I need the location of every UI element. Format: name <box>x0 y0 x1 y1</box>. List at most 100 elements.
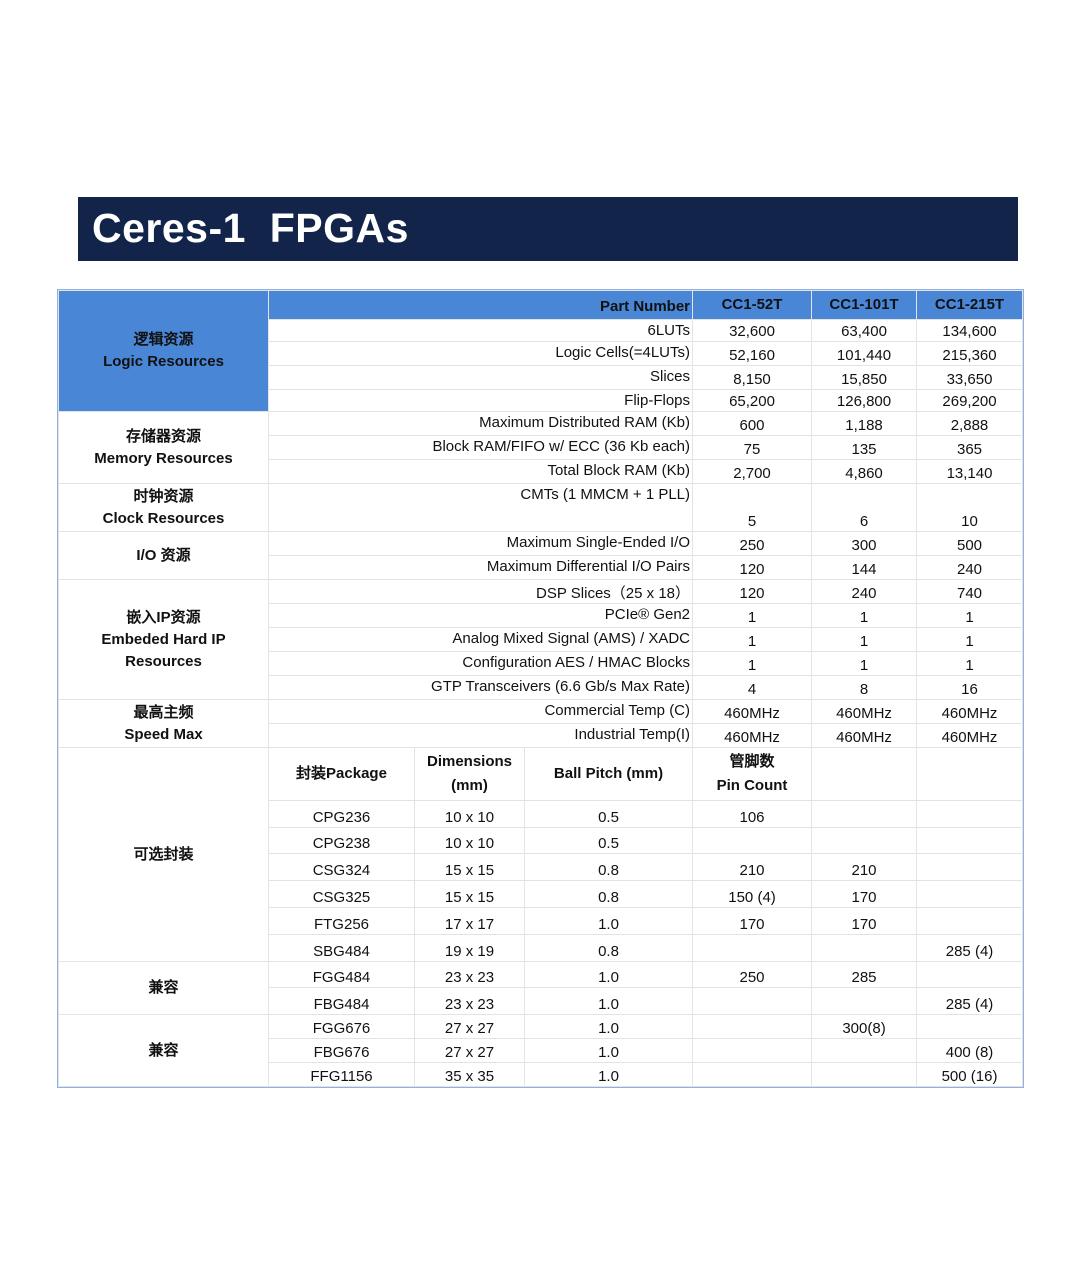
spec-value: 120 <box>692 579 813 604</box>
pin-count <box>916 1014 1024 1039</box>
package-row: FBG676 27 x 27 1.0 400 (8) <box>59 1038 1024 1063</box>
spec-value: 6 <box>811 483 918 532</box>
package-pitch: 0.8 <box>523 853 694 881</box>
package-pitch: 0.8 <box>523 934 694 962</box>
spec-value: 460MHz <box>692 699 813 724</box>
package-name: FGG676 <box>268 1014 415 1039</box>
spec-value: 365 <box>916 435 1024 460</box>
spec-label: Total Block RAM (Kb) <box>267 459 694 484</box>
group-label-line: 逻辑资源 <box>133 331 194 348</box>
spec-row: Logic Cells(=4LUTs) 52,160 101,440 215,360 <box>59 341 1024 366</box>
spec-value: 240 <box>811 579 918 604</box>
package-dimensions: 10 x 10 <box>414 827 525 854</box>
spec-value: 269,200 <box>916 389 1024 412</box>
pin-count: 170 <box>811 880 918 908</box>
part-cc1-101t: CC1-101T <box>811 290 918 320</box>
spec-value: 2,700 <box>692 459 813 484</box>
spec-value: 300 <box>811 531 918 556</box>
spec-value: 1 <box>811 651 918 676</box>
spec-label: Block RAM/FIFO w/ ECC (36 Kb each) <box>267 435 694 460</box>
group-label-line: Logic Resources <box>103 353 224 370</box>
package-row: 兼容 FGG676 27 x 27 1.0 300(8) <box>58 1014 1024 1087</box>
spec-label: Configuration AES / HMAC Blocks <box>267 651 694 676</box>
spec-value: 600 <box>692 411 813 436</box>
spec-value: 215,360 <box>916 341 1024 366</box>
package-row: FFG1156 35 x 35 1.0 500 (16) <box>59 1062 1024 1087</box>
group-label-line: 存储器资源 <box>125 427 201 445</box>
group-label-line: Memory Resources <box>94 449 233 467</box>
pin-count <box>692 987 813 1015</box>
group-label-line: 最高主频 <box>133 703 194 721</box>
spec-value: 5 <box>692 483 813 532</box>
pin-count <box>916 907 1024 935</box>
pin-count: 300(8) <box>811 1014 918 1039</box>
pin-count <box>811 987 918 1015</box>
pin-count <box>692 934 813 962</box>
pin-count: 170 <box>692 907 813 935</box>
spec-group: 时钟资源 Clock Resources <box>58 483 269 532</box>
pin-count: 210 <box>692 853 813 881</box>
package-pitch: 1.0 <box>523 1038 694 1063</box>
empty-cell <box>811 747 918 801</box>
pin-count: 285 (4) <box>916 934 1024 962</box>
spec-value: 101,440 <box>811 341 918 366</box>
header-row: 逻辑资源 Logic Resources Part Number CC1-52T CC1… <box>58 290 1024 412</box>
spec-label: PCIe® Gen2 <box>267 603 694 628</box>
spec-row: Total Block RAM (Kb) 2,700 4,860 13,140 <box>59 459 1024 484</box>
group-label-line: 时钟资源 <box>133 487 194 505</box>
pin-count <box>916 880 1024 908</box>
spec-value: 740 <box>916 579 1024 604</box>
group-label-line: Resources <box>125 652 202 670</box>
package-name: FTG256 <box>268 907 415 935</box>
pin-count <box>916 961 1024 988</box>
pin-count <box>811 827 918 854</box>
group-label-line: Dimensions <box>426 753 513 770</box>
spec-row: Block RAM/FIFO w/ ECC (36 Kb each) 75 135 3… <box>59 435 1024 460</box>
pin-count: 106 <box>692 800 813 828</box>
spec-value: 144 <box>811 555 918 580</box>
package-group: 兼容 <box>58 1014 269 1087</box>
package-name: FBG676 <box>268 1038 415 1063</box>
spec-row: Flip-Flops 65,200 126,800 269,200 <box>59 389 1024 412</box>
pin-count: 250 <box>692 961 813 988</box>
pin-count: 500 (16) <box>916 1062 1024 1087</box>
package-dimensions: 23 x 23 <box>414 987 525 1015</box>
package-header: 封装Package <box>268 747 415 801</box>
spec-row: 6LUTs 32,600 63,400 134,600 <box>59 319 1024 342</box>
spec-row: 时钟资源 Clock Resources CMTs (1 MMCM + 1 PLL)… <box>58 483 1024 532</box>
spec-label: CMTs (1 MMCM + 1 PLL) <box>267 483 694 532</box>
group-label-line: 可选封装 <box>133 845 194 863</box>
dimensions-header: Dimensions (mm) <box>414 747 525 801</box>
package-dimensions: 17 x 17 <box>414 907 525 935</box>
package-dimensions: 15 x 15 <box>414 880 525 908</box>
part-cc1-52t: CC1-52T <box>692 290 813 320</box>
part-cc1-215t: CC1-215T <box>916 290 1024 320</box>
spec-value: 8,150 <box>692 365 813 390</box>
page-title: Ceres-1 FPGAs <box>92 205 409 251</box>
spec-label: Industrial Temp(I) <box>267 723 694 748</box>
spec-value: 120 <box>692 555 813 580</box>
pin-count: 285 (4) <box>916 987 1024 1015</box>
title-banner: Ceres-1 FPGAs <box>78 197 1018 261</box>
spec-label: Flip-Flops <box>267 389 694 412</box>
spec-value: 8 <box>811 675 918 700</box>
package-pitch: 1.0 <box>523 987 694 1015</box>
pin-count <box>916 827 1024 854</box>
spec-label: 6LUTs <box>267 319 694 342</box>
group-label-line: I/O 资源 <box>136 546 191 564</box>
package-pitch: 1.0 <box>523 907 694 935</box>
spec-value: 10 <box>916 483 1024 532</box>
spec-value: 65,200 <box>692 389 813 412</box>
package-name: CPG236 <box>268 800 415 828</box>
package-dimensions: 23 x 23 <box>414 961 525 988</box>
group-label-line: (mm) <box>451 777 488 794</box>
spec-row: 嵌入IP资源 Embeded Hard IP Resources DSP Slices… <box>58 579 1024 700</box>
spec-value: 134,600 <box>916 319 1024 342</box>
spec-label: Logic Cells(=4LUTs) <box>267 341 694 366</box>
spec-label: Analog Mixed Signal (AMS) / XADC <box>267 627 694 652</box>
spec-group: I/O 资源 <box>58 531 269 580</box>
spec-row: Industrial Temp(I) 460MHz 460MHz 460MHz <box>59 723 1024 748</box>
pitch-header: Ball Pitch (mm) <box>523 747 694 801</box>
spec-row: Slices 8,150 15,850 33,650 <box>59 365 1024 390</box>
spec-value: 135 <box>811 435 918 460</box>
